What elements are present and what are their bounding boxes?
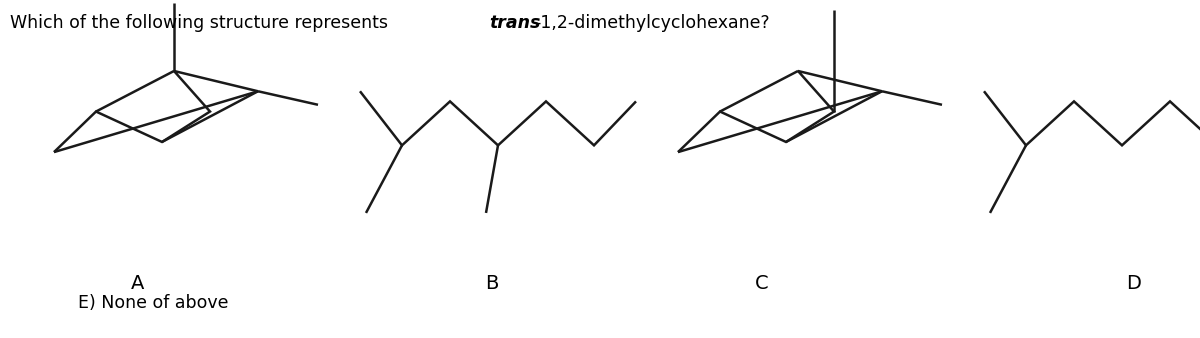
Text: A: A <box>131 274 145 293</box>
Text: -1,2-dimethylcyclohexane?: -1,2-dimethylcyclohexane? <box>534 14 769 31</box>
Text: trans: trans <box>490 14 541 31</box>
Text: C: C <box>755 274 769 293</box>
Text: D: D <box>1127 274 1141 293</box>
Text: B: B <box>485 274 499 293</box>
Text: E) None of above: E) None of above <box>78 294 228 312</box>
Text: Which of the following structure represents: Which of the following structure represe… <box>10 14 394 31</box>
